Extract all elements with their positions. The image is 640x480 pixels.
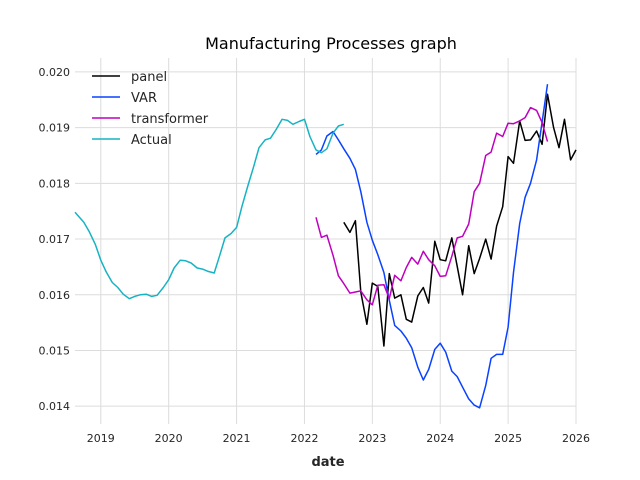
y-tick-label: 0.017 — [39, 233, 71, 246]
legend-label-transformer: transformer — [131, 112, 209, 127]
series-line-actual — [74, 118, 345, 300]
chart-title: Manufacturing Processes graph — [205, 34, 457, 53]
y-tick-label: 0.016 — [39, 289, 71, 302]
x-tick-label: 2022 — [290, 432, 318, 445]
y-tick-label: 0.020 — [39, 66, 71, 79]
x-tick-label: 2020 — [155, 432, 183, 445]
series-lines — [74, 84, 577, 409]
x-axis-label: date — [311, 455, 344, 470]
y-tick-label: 0.014 — [39, 400, 71, 413]
y-tick-label: 0.019 — [39, 122, 71, 135]
y-tick-label: 0.018 — [39, 177, 71, 190]
x-tick-label: 2025 — [494, 432, 522, 445]
x-axis-ticks: 2019 2020 2021 2022 2023 2024 2025 2026 — [87, 432, 590, 445]
y-axis-ticks: 0.014 0.015 0.016 0.017 0.018 0.019 0.020 — [39, 66, 71, 413]
x-tick-label: 2024 — [426, 432, 454, 445]
legend-label-actual: Actual — [131, 133, 172, 148]
series-line-panel — [343, 93, 577, 347]
series-line-transformer — [315, 106, 549, 306]
series-line-var — [315, 84, 549, 409]
legend-label-panel: panel — [131, 70, 167, 85]
x-tick-label: 2021 — [223, 432, 251, 445]
y-tick-label: 0.015 — [39, 344, 71, 357]
x-tick-label: 2026 — [562, 432, 590, 445]
x-tick-label: 2019 — [87, 432, 115, 445]
x-tick-label: 2023 — [358, 432, 386, 445]
legend: panel VAR transformer Actual — [92, 70, 209, 148]
legend-label-var: VAR — [131, 91, 157, 106]
